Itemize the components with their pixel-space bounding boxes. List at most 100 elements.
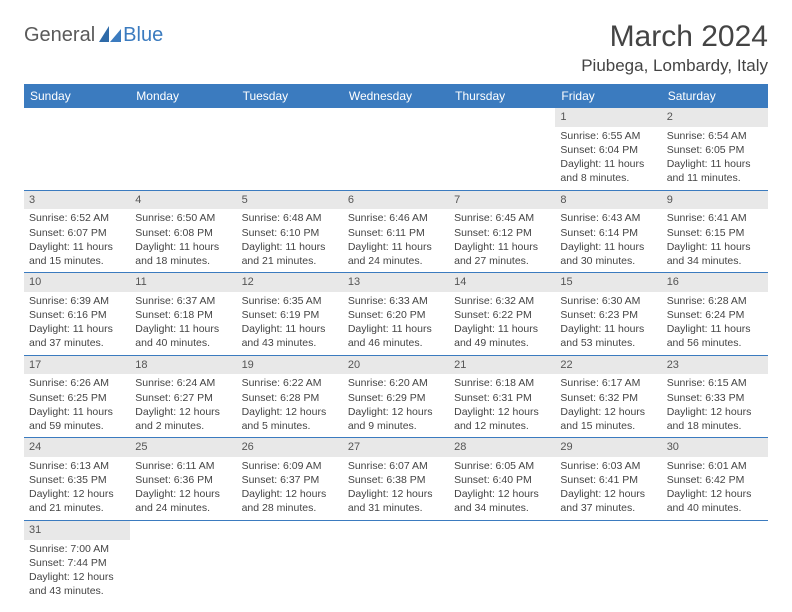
daylight: Daylight: 11 hours and 53 minutes. — [560, 322, 656, 350]
day-body: Sunrise: 6:11 AMSunset: 6:36 PMDaylight:… — [130, 457, 236, 520]
calendar-cell: 30Sunrise: 6:01 AMSunset: 6:42 PMDayligh… — [662, 438, 768, 521]
sunset: Sunset: 6:15 PM — [667, 226, 763, 240]
day-body: Sunrise: 6:41 AMSunset: 6:15 PMDaylight:… — [662, 209, 768, 272]
sunrise: Sunrise: 6:43 AM — [560, 211, 656, 225]
sunrise: Sunrise: 6:07 AM — [348, 459, 444, 473]
weekday-header: Tuesday — [237, 84, 343, 108]
day-body: Sunrise: 6:20 AMSunset: 6:29 PMDaylight:… — [343, 374, 449, 437]
sunrise: Sunrise: 6:26 AM — [29, 376, 125, 390]
calendar-cell: 18Sunrise: 6:24 AMSunset: 6:27 PMDayligh… — [130, 355, 236, 438]
calendar-cell: 1Sunrise: 6:55 AMSunset: 6:04 PMDaylight… — [555, 108, 661, 190]
calendar-cell: 9Sunrise: 6:41 AMSunset: 6:15 PMDaylight… — [662, 190, 768, 273]
calendar-cell: 23Sunrise: 6:15 AMSunset: 6:33 PMDayligh… — [662, 355, 768, 438]
day-number: 20 — [343, 356, 449, 375]
calendar-cell — [449, 108, 555, 190]
daylight: Daylight: 12 hours and 9 minutes. — [348, 405, 444, 433]
day-body: Sunrise: 6:24 AMSunset: 6:27 PMDaylight:… — [130, 374, 236, 437]
daylight: Daylight: 11 hours and 37 minutes. — [29, 322, 125, 350]
day-number: 15 — [555, 273, 661, 292]
daylight: Daylight: 12 hours and 24 minutes. — [135, 487, 231, 515]
day-body: Sunrise: 6:50 AMSunset: 6:08 PMDaylight:… — [130, 209, 236, 272]
sunset: Sunset: 6:38 PM — [348, 473, 444, 487]
calendar-cell: 31Sunrise: 7:00 AMSunset: 7:44 PMDayligh… — [24, 520, 130, 602]
day-number: 4 — [130, 191, 236, 210]
day-body: Sunrise: 6:32 AMSunset: 6:22 PMDaylight:… — [449, 292, 555, 355]
calendar-cell: 28Sunrise: 6:05 AMSunset: 6:40 PMDayligh… — [449, 438, 555, 521]
sunset: Sunset: 6:20 PM — [348, 308, 444, 322]
calendar-cell: 29Sunrise: 6:03 AMSunset: 6:41 PMDayligh… — [555, 438, 661, 521]
sunset: Sunset: 6:16 PM — [29, 308, 125, 322]
daylight: Daylight: 12 hours and 5 minutes. — [242, 405, 338, 433]
day-body: Sunrise: 6:55 AMSunset: 6:04 PMDaylight:… — [555, 127, 661, 190]
day-body: Sunrise: 6:39 AMSunset: 6:16 PMDaylight:… — [24, 292, 130, 355]
day-body: Sunrise: 6:43 AMSunset: 6:14 PMDaylight:… — [555, 209, 661, 272]
title-block: March 2024 Piubega, Lombardy, Italy — [581, 20, 768, 76]
daylight: Daylight: 11 hours and 27 minutes. — [454, 240, 550, 268]
sunrise: Sunrise: 7:00 AM — [29, 542, 125, 556]
weekday-header: Wednesday — [343, 84, 449, 108]
sunset: Sunset: 6:07 PM — [29, 226, 125, 240]
weekday-header: Sunday — [24, 84, 130, 108]
sunrise: Sunrise: 6:37 AM — [135, 294, 231, 308]
daylight: Daylight: 11 hours and 11 minutes. — [667, 157, 763, 185]
sunrise: Sunrise: 6:24 AM — [135, 376, 231, 390]
weekday-header: Saturday — [662, 84, 768, 108]
sunrise: Sunrise: 6:03 AM — [560, 459, 656, 473]
sunset: Sunset: 6:40 PM — [454, 473, 550, 487]
calendar-cell: 5Sunrise: 6:48 AMSunset: 6:10 PMDaylight… — [237, 190, 343, 273]
calendar-cell: 3Sunrise: 6:52 AMSunset: 6:07 PMDaylight… — [24, 190, 130, 273]
day-number: 18 — [130, 356, 236, 375]
calendar-row: 1Sunrise: 6:55 AMSunset: 6:04 PMDaylight… — [24, 108, 768, 190]
calendar-cell: 10Sunrise: 6:39 AMSunset: 6:16 PMDayligh… — [24, 273, 130, 356]
daylight: Daylight: 12 hours and 12 minutes. — [454, 405, 550, 433]
logo: General Blue — [24, 24, 163, 47]
header: General Blue March 2024 Piubega, Lombard… — [24, 20, 768, 76]
sunrise: Sunrise: 6:48 AM — [242, 211, 338, 225]
calendar-cell: 21Sunrise: 6:18 AMSunset: 6:31 PMDayligh… — [449, 355, 555, 438]
day-number: 30 — [662, 438, 768, 457]
daylight: Daylight: 12 hours and 37 minutes. — [560, 487, 656, 515]
sunset: Sunset: 6:10 PM — [242, 226, 338, 240]
day-number: 24 — [24, 438, 130, 457]
day-number: 6 — [343, 191, 449, 210]
day-number: 26 — [237, 438, 343, 457]
calendar-cell — [130, 108, 236, 190]
sunset: Sunset: 6:18 PM — [135, 308, 231, 322]
calendar-cell: 6Sunrise: 6:46 AMSunset: 6:11 PMDaylight… — [343, 190, 449, 273]
sunset: Sunset: 6:33 PM — [667, 391, 763, 405]
calendar-cell — [130, 520, 236, 602]
sunrise: Sunrise: 6:18 AM — [454, 376, 550, 390]
sunrise: Sunrise: 6:22 AM — [242, 376, 338, 390]
sunrise: Sunrise: 6:28 AM — [667, 294, 763, 308]
calendar-cell: 20Sunrise: 6:20 AMSunset: 6:29 PMDayligh… — [343, 355, 449, 438]
sunrise: Sunrise: 6:15 AM — [667, 376, 763, 390]
day-body: Sunrise: 6:26 AMSunset: 6:25 PMDaylight:… — [24, 374, 130, 437]
sunrise: Sunrise: 6:09 AM — [242, 459, 338, 473]
sunset: Sunset: 6:35 PM — [29, 473, 125, 487]
day-body: Sunrise: 6:09 AMSunset: 6:37 PMDaylight:… — [237, 457, 343, 520]
sunrise: Sunrise: 6:35 AM — [242, 294, 338, 308]
calendar-cell: 7Sunrise: 6:45 AMSunset: 6:12 PMDaylight… — [449, 190, 555, 273]
day-number: 21 — [449, 356, 555, 375]
calendar-cell: 22Sunrise: 6:17 AMSunset: 6:32 PMDayligh… — [555, 355, 661, 438]
calendar-cell: 24Sunrise: 6:13 AMSunset: 6:35 PMDayligh… — [24, 438, 130, 521]
sunrise: Sunrise: 6:39 AM — [29, 294, 125, 308]
sunset: Sunset: 6:32 PM — [560, 391, 656, 405]
day-body: Sunrise: 6:48 AMSunset: 6:10 PMDaylight:… — [237, 209, 343, 272]
location: Piubega, Lombardy, Italy — [581, 56, 768, 76]
sunrise: Sunrise: 6:52 AM — [29, 211, 125, 225]
daylight: Daylight: 12 hours and 43 minutes. — [29, 570, 125, 598]
day-body: Sunrise: 6:05 AMSunset: 6:40 PMDaylight:… — [449, 457, 555, 520]
day-body: Sunrise: 6:22 AMSunset: 6:28 PMDaylight:… — [237, 374, 343, 437]
day-body: Sunrise: 6:01 AMSunset: 6:42 PMDaylight:… — [662, 457, 768, 520]
sail-icon — [99, 26, 121, 42]
daylight: Daylight: 12 hours and 28 minutes. — [242, 487, 338, 515]
calendar-cell — [24, 108, 130, 190]
sunrise: Sunrise: 6:55 AM — [560, 129, 656, 143]
sunrise: Sunrise: 6:05 AM — [454, 459, 550, 473]
calendar: Sunday Monday Tuesday Wednesday Thursday… — [24, 84, 768, 602]
daylight: Daylight: 12 hours and 15 minutes. — [560, 405, 656, 433]
day-number: 28 — [449, 438, 555, 457]
sunrise: Sunrise: 6:46 AM — [348, 211, 444, 225]
calendar-cell: 16Sunrise: 6:28 AMSunset: 6:24 PMDayligh… — [662, 273, 768, 356]
